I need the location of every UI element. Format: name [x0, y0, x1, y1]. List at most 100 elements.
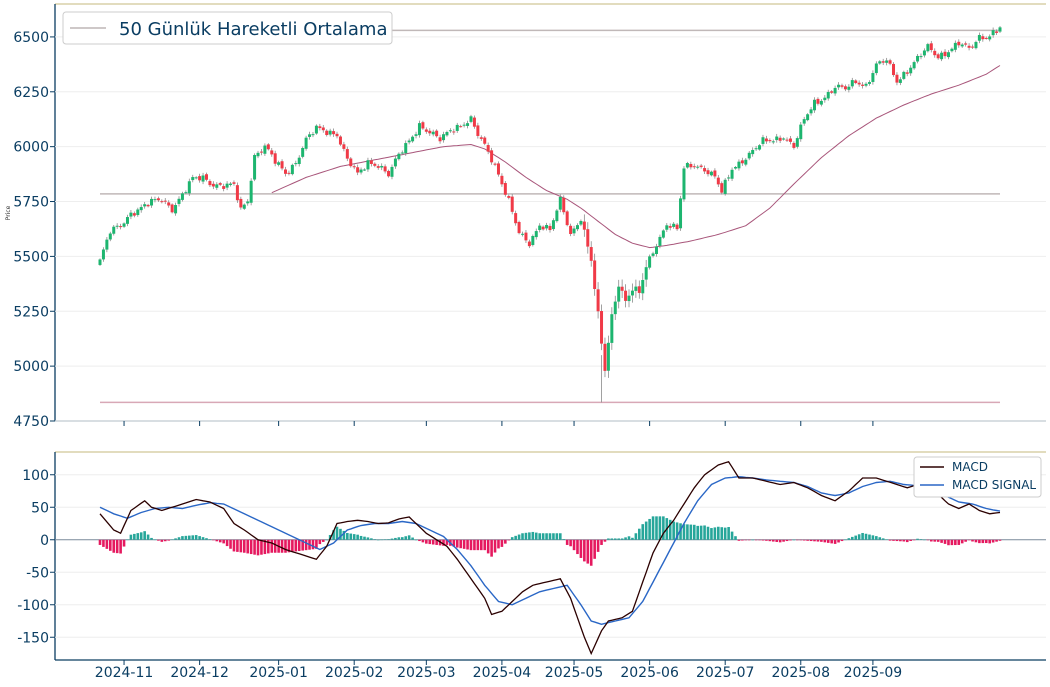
macd-hist-bar-positive: [723, 527, 727, 540]
macd-hist-bar-positive: [710, 528, 713, 540]
macd-hist-bar-positive: [751, 539, 754, 541]
macd-hist-bar-positive: [188, 535, 191, 540]
macd-hist-bar-negative: [428, 539, 432, 545]
candle-up: [253, 154, 257, 180]
macd-hist-bar-negative: [236, 539, 239, 552]
macd-hist-bar-negative: [483, 539, 487, 551]
macd-hist-bar-negative: [212, 539, 215, 541]
macd-hist-bar-negative: [469, 539, 473, 551]
candle-down: [356, 167, 360, 173]
candle-up: [256, 152, 260, 157]
macd-hist-bar-negative: [105, 539, 109, 549]
macd-hist-bar-positive: [414, 539, 418, 541]
macd-hist-bar-positive: [129, 534, 133, 540]
candle-up: [617, 286, 621, 302]
macd-hist-bar-positive: [699, 525, 703, 540]
candle-down: [524, 232, 528, 241]
macd-hist-bar-negative: [304, 539, 308, 551]
macd-hist-bar-negative: [321, 539, 325, 542]
candle-up: [960, 44, 964, 47]
candle-down: [280, 161, 284, 169]
candle-up: [363, 169, 367, 171]
macd-hist-bar-positive: [548, 533, 552, 540]
candle-down: [376, 166, 380, 168]
macd-hist-bar-positive: [352, 534, 356, 540]
macd-hist-bar-positive: [679, 523, 682, 540]
macd-hist-bar-negative: [280, 539, 284, 553]
candle-up: [263, 145, 267, 154]
candle-down: [624, 290, 628, 301]
candle-down: [713, 170, 717, 177]
macd-hist-bar-positive: [194, 535, 198, 540]
macd-hist-bar-negative: [466, 539, 469, 550]
macd-hist-bar-positive: [703, 525, 706, 540]
candle-down: [452, 131, 456, 133]
candle-down: [589, 247, 593, 261]
macd-hist-bar-positive: [191, 535, 195, 540]
macd-hist-bar-negative: [905, 539, 909, 543]
macd-hist-bar-positive: [387, 539, 390, 540]
macd-hist-bar-negative: [943, 539, 947, 544]
candle-up: [754, 148, 758, 150]
candle-down: [840, 85, 844, 87]
macd-hist-bar-negative: [222, 539, 225, 544]
macd-hist-bar-negative: [572, 539, 576, 551]
macd-hist-bar-negative: [936, 539, 940, 542]
macd-hist-bar-positive: [638, 528, 641, 540]
macd-hist-bar-positive: [201, 537, 205, 540]
candle-down: [857, 82, 861, 85]
candle-up: [112, 226, 116, 234]
macd-hist-bar-negative: [789, 539, 792, 541]
macd-hist-bar-negative: [785, 539, 789, 542]
macd-hist-bar-positive: [689, 524, 693, 540]
candle-down: [479, 137, 483, 139]
macd-hist-bar-negative: [315, 539, 318, 549]
candle-up: [411, 136, 415, 142]
macd-hist-bar-negative: [435, 539, 438, 545]
candle-up: [950, 48, 954, 52]
macd-hist-bar-negative: [421, 539, 425, 543]
macd-hist-bar-positive: [696, 525, 700, 540]
candle-up: [122, 223, 126, 227]
candle-down: [562, 197, 566, 213]
candle-up: [940, 52, 944, 60]
macd-hist-bar-positive: [610, 538, 614, 540]
macd-hist-bar-negative: [933, 539, 937, 542]
candle-up: [806, 114, 810, 121]
macd-hist-bar-positive: [153, 539, 157, 541]
candle-down: [600, 311, 604, 344]
candle-up: [139, 207, 143, 211]
candle-down: [503, 183, 507, 195]
macd-hist-bar-positive: [727, 527, 730, 540]
price-y-tick-label: 5250: [13, 304, 49, 320]
candle-down: [830, 91, 834, 93]
candle-up: [445, 132, 449, 136]
macd-hist-bar-negative: [242, 539, 246, 553]
candle-down: [675, 224, 679, 230]
macd-hist-bar-positive: [397, 537, 401, 540]
candle-up: [314, 125, 318, 134]
macd-hist-bar-negative: [761, 539, 765, 541]
candle-down: [232, 182, 236, 184]
macd-hist-bar-positive: [730, 531, 734, 540]
candle-up: [215, 184, 219, 188]
candle-up: [545, 224, 549, 229]
macd-y-tick-label: -150: [17, 630, 49, 646]
macd-hist-bar-negative: [273, 539, 277, 553]
macd-hist-bar-negative: [809, 539, 813, 542]
macd-hist-bar-positive: [205, 538, 208, 540]
macd-hist-bar-positive: [627, 536, 631, 540]
candle-up: [366, 160, 370, 170]
candle-down: [720, 183, 724, 193]
candle-down: [273, 153, 277, 164]
macd-hist-bar-positive: [335, 526, 339, 540]
candle-down: [933, 50, 937, 56]
x-tick-label: 2025-01: [249, 665, 308, 681]
price-y-tick-label: 6000: [13, 140, 49, 156]
macd-hist-bar-positive: [359, 535, 363, 540]
candle-up: [758, 145, 762, 150]
macd-hist-bar-negative: [507, 539, 511, 541]
macd-hist-bar-positive: [370, 538, 373, 540]
candle-up: [696, 166, 700, 168]
macd-hist-bar-negative: [967, 539, 971, 541]
